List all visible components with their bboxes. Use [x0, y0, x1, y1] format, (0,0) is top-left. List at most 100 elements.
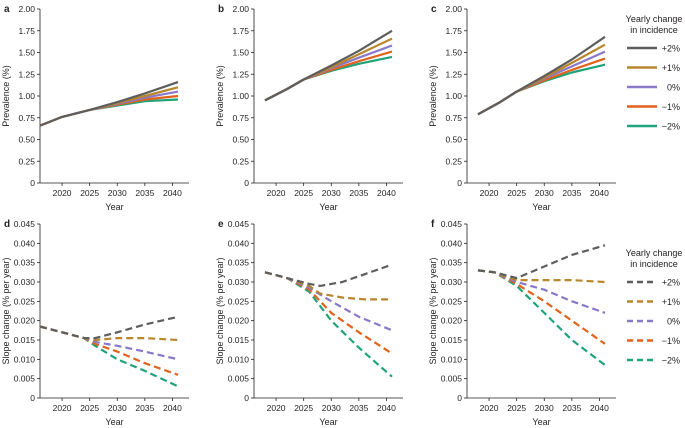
y-tick-label: 1.75	[18, 26, 35, 36]
y-axis-label: Prevalence (%)	[1, 65, 11, 127]
legend-label: +1%	[662, 297, 680, 307]
y-tick-label: 1.25	[18, 69, 35, 79]
y-tick-label: 1.50	[232, 48, 249, 58]
x-tick-label: 2020	[267, 188, 286, 198]
series-line	[264, 44, 393, 102]
x-axis-label: Year	[105, 202, 123, 212]
legend-label: +1%	[662, 63, 680, 73]
y-tick-label: 0.025	[228, 296, 250, 306]
y-tick-label: 0	[457, 178, 462, 188]
y-axis-label: Slope change (% per year)	[428, 257, 438, 364]
x-tick-label: 2025	[507, 188, 526, 198]
x-axis-label: Year	[532, 417, 550, 427]
y-tick-label: 0.040	[228, 238, 250, 248]
y-tick-label: 0.025	[441, 296, 463, 306]
y-tick-label: 0.040	[14, 238, 36, 248]
panel-f: f 0 0.005 0.010 0.015 0.020 0.025 0.030 0.035 0.0…	[428, 219, 616, 427]
y-tick-label: 0.50	[232, 135, 249, 145]
y-tick-label: 0.020	[228, 316, 250, 326]
x-tick-label: 2035	[349, 188, 368, 198]
y-tick-label: 0	[30, 393, 35, 403]
x-tick-label: 2040	[590, 188, 609, 198]
x-tick-label: 2025	[80, 188, 99, 198]
panel-a: a 0 0.25 0.50 0.75 1.00 1.25 1.50 1.75 2.00 2020 20…	[1, 4, 189, 212]
y-tick-label: 0.015	[441, 335, 463, 345]
series-line	[264, 271, 392, 301]
y-tick-label: 0.030	[228, 277, 250, 287]
x-tick-label: 2030	[322, 403, 341, 413]
y-tick-label: 2.00	[18, 4, 35, 14]
y-tick-label: 0.75	[18, 113, 35, 123]
legend-title: Yearly change	[626, 14, 683, 24]
x-tick-label: 2035	[562, 188, 581, 198]
y-tick-label: 0.045	[228, 219, 250, 229]
x-tick-label: 2030	[535, 403, 554, 413]
series-line	[264, 271, 393, 378]
series-line	[264, 29, 393, 102]
x-axis-label: Year	[319, 417, 337, 427]
x-tick-label: 2020	[480, 188, 499, 198]
x-tick-label: 2040	[377, 403, 396, 413]
x-tick-label: 2030	[322, 188, 341, 198]
y-tick-label: 0	[244, 178, 249, 188]
legend-label: −2%	[662, 356, 680, 366]
y-tick-label: 0.015	[14, 335, 36, 345]
x-tick-label: 2025	[80, 403, 99, 413]
y-tick-label: 1.25	[445, 69, 462, 79]
y-tick-label: 0.040	[441, 238, 463, 248]
y-tick-label: 0	[457, 393, 462, 403]
y-tick-label: 0.50	[445, 135, 462, 145]
legend-label: −1%	[662, 336, 680, 346]
y-tick-label: 0.020	[441, 316, 463, 326]
y-tick-label: 0.030	[441, 277, 463, 287]
legend-label: +2%	[662, 44, 680, 54]
x-tick-label: 2020	[53, 403, 72, 413]
series-line	[477, 57, 606, 116]
y-tick-label: 1.00	[232, 91, 249, 101]
series-line	[39, 325, 179, 361]
y-tick-label: 0.005	[14, 374, 36, 384]
y-tick-label: 1.00	[445, 91, 462, 101]
y-tick-label: 1.25	[232, 69, 249, 79]
y-tick-label: 0.75	[232, 113, 249, 123]
y-axis-label: Prevalence (%)	[215, 65, 225, 127]
x-tick-label: 2025	[507, 403, 526, 413]
x-tick-label: 2030	[108, 188, 127, 198]
x-tick-label: 2040	[377, 188, 396, 198]
y-tick-label: 2.00	[232, 4, 249, 14]
panel-label: d	[4, 219, 10, 230]
panel-b: b 0 0.25 0.50 0.75 1.00 1.25 1.50 1.75 2.00 2020 20…	[215, 4, 403, 212]
panel-d: d 0 0.005 0.010 0.015 0.020 0.025 0.030 0.035 0.0…	[1, 219, 189, 427]
x-tick-label: 2040	[590, 403, 609, 413]
y-tick-label: 0.030	[14, 277, 36, 287]
y-tick-label: 0.25	[445, 156, 462, 166]
y-tick-label: 2.00	[445, 4, 462, 14]
panel-label: b	[218, 4, 224, 15]
y-tick-label: 0	[244, 393, 249, 403]
y-tick-label: 0.025	[14, 296, 36, 306]
x-axis-label: Year	[319, 202, 337, 212]
y-tick-label: 0.25	[18, 156, 35, 166]
series-line	[39, 325, 179, 342]
y-tick-label: 1.00	[18, 91, 35, 101]
x-tick-label: 2035	[349, 403, 368, 413]
x-tick-label: 2025	[294, 188, 313, 198]
y-tick-label: 0.005	[441, 374, 463, 384]
panel-e: e 0 0.005 0.010 0.015 0.020 0.025 0.030 0.035 0.0…	[215, 219, 403, 427]
series-line	[477, 269, 606, 366]
y-axis-label: Prevalence (%)	[428, 65, 438, 127]
series-line	[39, 81, 179, 127]
y-tick-label: 1.50	[445, 48, 462, 58]
panel-label: a	[4, 4, 10, 15]
x-tick-label: 2030	[535, 188, 554, 198]
x-tick-label: 2025	[294, 403, 313, 413]
panel-label: e	[218, 219, 224, 230]
series-line	[477, 63, 606, 116]
y-tick-label: 0.010	[228, 354, 250, 364]
x-tick-label: 2040	[163, 188, 182, 198]
y-tick-label: 0.50	[18, 135, 35, 145]
series-line	[264, 271, 393, 332]
series-line	[477, 244, 606, 280]
legend-label: 0%	[667, 83, 680, 93]
